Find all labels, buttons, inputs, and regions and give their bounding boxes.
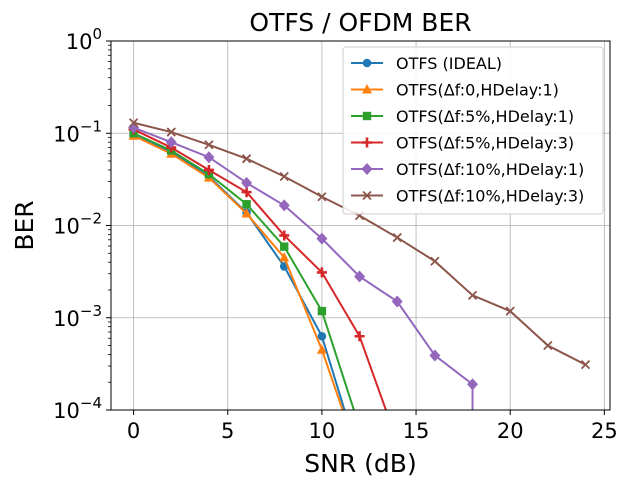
legend-marker — [362, 137, 372, 148]
x-tick-label: 20 — [497, 419, 524, 443]
data-point-otfs-df-0-hdelay-1 — [279, 251, 290, 262]
legend-label: OTFS(Δf:10%,HDelay:3) — [396, 187, 584, 206]
x-axis-label: SNR (dB) — [304, 449, 416, 478]
data-point-otfs-df-10pct-hdelay-3 — [392, 232, 402, 243]
legend-box — [342, 46, 604, 215]
data-point-otfs-df-5pct-hdelay-3 — [279, 230, 290, 241]
legend-marker — [362, 84, 372, 94]
legend-label: OTFS(Δf:5%,HDelay:1) — [396, 107, 574, 126]
legend-entry-otfs-df-5pct-hdelay-1: OTFS(Δf:5%,HDelay:1) — [351, 107, 574, 126]
data-point-otfs-df-5pct-hdelay-1 — [317, 306, 327, 316]
data-point-otfs-df-10pct-hdelay-1 — [316, 232, 328, 245]
series-otfs-df-10pct-hdelay-1 — [128, 121, 479, 410]
data-point-otfs-df-10pct-hdelay-1 — [278, 199, 290, 212]
legend-marker — [362, 111, 372, 121]
series-otfs-ideal — [129, 131, 346, 410]
data-point-otfs-df-10pct-hdelay-3 — [430, 256, 440, 266]
legend-marker — [362, 190, 372, 201]
x-tick-label: 0 — [127, 419, 140, 443]
series-layer — [128, 118, 591, 410]
chart-title: OTFS / OFDM BER — [249, 8, 471, 37]
series-line-otfs-df-5pct-hdelay-3 — [133, 128, 387, 410]
data-point-otfs-df-10pct-hdelay-3 — [241, 154, 252, 164]
data-point-otfs-df-5pct-hdelay-3 — [316, 267, 327, 278]
data-point-otfs-df-5pct-hdelay-3 — [203, 164, 214, 175]
data-point-otfs-df-0-hdelay-1 — [316, 344, 327, 354]
series-otfs-df-0-hdelay-1 — [128, 130, 344, 410]
data-point-otfs-df-0-hdelay-1 — [241, 207, 252, 218]
legend-label: OTFS(Δf:0,HDelay:1) — [396, 81, 559, 100]
legend-entry-otfs-df-10pct-hdelay-1: OTFS(Δf:10%,HDelay:1) — [351, 160, 584, 179]
legend: OTFS (IDEAL) OTFS(Δf:0,HDelay:1) OTFS(Δf:5… — [342, 46, 604, 215]
data-point-otfs-df-10pct-hdelay-1 — [467, 378, 479, 391]
data-point-otfs-ideal — [317, 331, 327, 341]
data-point-otfs-df-10pct-hdelay-3 — [467, 290, 478, 300]
x-tick-label: 5 — [221, 419, 234, 443]
data-point-otfs-df-10pct-hdelay-3 — [279, 171, 289, 182]
data-point-otfs-df-10pct-hdelay-3 — [204, 140, 214, 150]
data-point-otfs-df-10pct-hdelay-3 — [543, 340, 553, 351]
x-tick-label: 15 — [403, 419, 430, 443]
y-tick-label: 10−4 — [53, 394, 102, 423]
data-point-otfs-df-10pct-hdelay-1 — [241, 176, 253, 189]
series-otfs-df-10pct-hdelay-3 — [128, 118, 591, 370]
data-point-otfs-df-5pct-hdelay-1 — [280, 242, 289, 251]
data-point-otfs-df-10pct-hdelay-1 — [354, 270, 366, 283]
data-point-otfs-df-10pct-hdelay-3 — [505, 306, 515, 316]
legend-entry-otfs-df-5pct-hdelay-3: OTFS(Δf:5%,HDelay:3) — [351, 134, 574, 153]
ticks: 0 5 10 15 20 25 10−4 10−3 10−2 10−1 100 — [53, 25, 618, 443]
y-tick-label: 100 — [66, 25, 102, 54]
data-point-otfs-df-10pct-hdelay-1 — [203, 151, 215, 164]
legend-entry-otfs-df-0-hdelay-1: OTFS(Δf:0,HDelay:1) — [351, 81, 559, 100]
data-point-otfs-df-10pct-hdelay-1 — [429, 349, 441, 362]
legend-entry-otfs-df-10pct-hdelay-3: OTFS(Δf:10%,HDelay:3) — [351, 187, 584, 206]
x-tick-label: 25 — [591, 419, 618, 443]
legend-label: OTFS(Δf:10%,HDelay:1) — [396, 160, 584, 179]
legend-entry-otfs-ideal: OTFS (IDEAL) — [351, 54, 502, 73]
data-point-otfs-df-10pct-hdelay-3 — [166, 127, 176, 137]
legend-label: OTFS(Δf:5%,HDelay:3) — [396, 134, 574, 153]
y-tick-label: 10−1 — [53, 117, 102, 146]
data-point-otfs-df-10pct-hdelay-3 — [317, 192, 327, 202]
y-tick-label: 10−2 — [53, 210, 102, 239]
legend-marker — [362, 58, 372, 68]
data-point-otfs-df-10pct-hdelay-1 — [391, 295, 403, 308]
y-tick-label: 10−3 — [53, 302, 102, 331]
legend-label: OTFS (IDEAL) — [396, 54, 502, 73]
data-point-otfs-df-10pct-hdelay-3 — [128, 118, 139, 128]
data-point-otfs-df-5pct-hdelay-1 — [242, 200, 251, 209]
legend-marker — [361, 163, 373, 175]
data-point-otfs-df-5pct-hdelay-3 — [354, 331, 365, 342]
data-point-otfs-df-10pct-hdelay-1 — [165, 136, 177, 149]
data-point-otfs-df-10pct-hdelay-3 — [580, 360, 591, 370]
y-axis-label: BER — [10, 200, 39, 250]
x-tick-label: 10 — [309, 419, 336, 443]
